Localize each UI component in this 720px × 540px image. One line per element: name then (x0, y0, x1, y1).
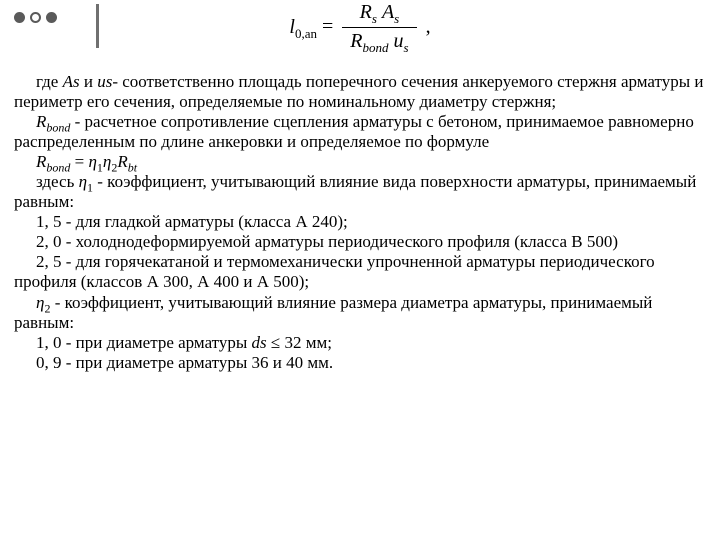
para-9: 1, 0 - при диаметре арматуры ds ≤ 32 мм; (14, 333, 710, 353)
para-8: η2 - коэффициент, учитывающий влияние ра… (14, 293, 710, 333)
formula-tail: , (421, 16, 431, 38)
para-6: 2, 0 - холоднодеформируемой арматуры пер… (14, 232, 710, 252)
den-u-sub: s (404, 40, 409, 55)
num-R-sub: s (372, 11, 377, 26)
para-2: Rbond - расчетное сопротивление сцеплени… (14, 112, 710, 152)
para-1: где As и us- соответственно площадь попе… (14, 72, 710, 112)
symbol-us: us (97, 72, 112, 91)
formula-fraction: Rs As Rbond us (342, 2, 416, 54)
symbol-ds: ds (252, 333, 267, 352)
text: здесь (36, 172, 79, 191)
text: и (80, 72, 98, 91)
para-4: здесь η1 - коэффициент, учитывающий влия… (14, 172, 710, 212)
den-u: u (394, 30, 404, 52)
symbol-R: R (36, 112, 46, 131)
sym: η (88, 152, 96, 171)
sym: R (117, 152, 127, 171)
text: где (36, 72, 63, 91)
formula-eq: = (317, 16, 338, 38)
para-5: 1, 5 - для гладкой арматуры (класса А 24… (14, 212, 710, 232)
document-page: l0,an = Rs As Rbond us , где As и us- со… (0, 0, 720, 540)
sym: η (79, 172, 87, 191)
body-text: где As и us- соответственно площадь попе… (14, 72, 710, 373)
formula-lhs-sub: 0,an (295, 26, 317, 41)
text: - коэффициент, учитывающий влияние вида … (14, 172, 696, 211)
para-3-formula: Rbond = η1η2Rbt (14, 152, 710, 172)
text: 1, 0 - при диаметре арматуры (36, 333, 252, 352)
text: - соответственно площадь поперечного сеч… (14, 72, 704, 111)
main-formula: l0,an = Rs As Rbond us , (0, 2, 720, 54)
text: = (70, 152, 88, 171)
text: - расчетное сопротивление сцепления арма… (14, 112, 694, 151)
text: ≤ 32 мм; (267, 333, 332, 352)
symbol-As: As (63, 72, 80, 91)
num-R: R (360, 1, 372, 23)
num-A-sub: s (394, 11, 399, 26)
para-7: 2, 5 - для горячекатаной и термомеханиче… (14, 252, 710, 292)
text: - коэффициент, учитывающий влияние разме… (14, 293, 652, 332)
den-R-sub: bond (363, 40, 389, 55)
para-10: 0, 9 - при диаметре арматуры 36 и 40 мм. (14, 353, 710, 373)
num-A: A (382, 1, 394, 23)
den-R: R (350, 30, 362, 52)
sym: R (36, 152, 46, 171)
